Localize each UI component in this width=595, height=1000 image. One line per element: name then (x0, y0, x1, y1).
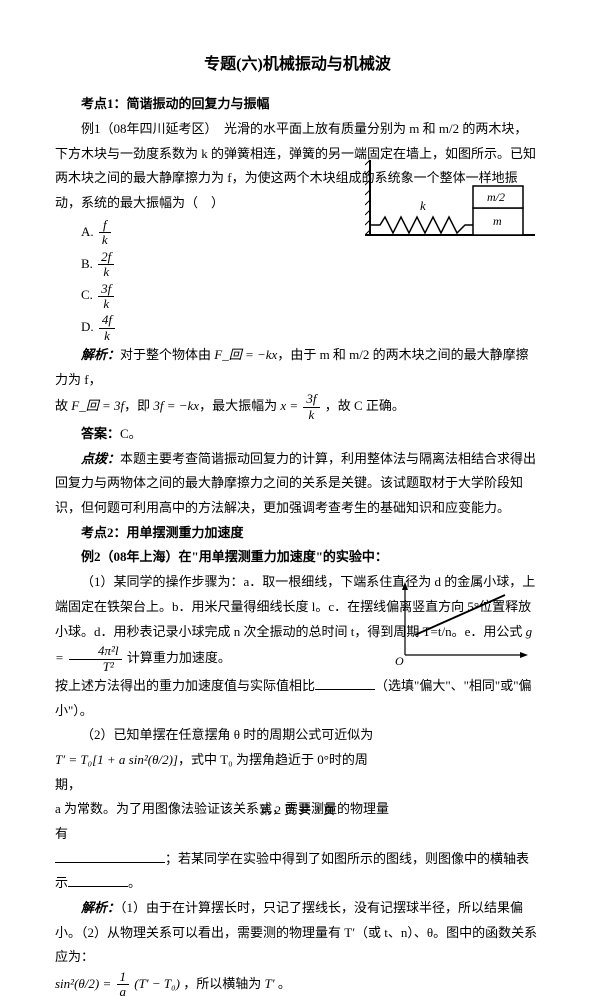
option-d: D. 4fk (81, 311, 540, 343)
option-b: B. 2fk (81, 248, 540, 280)
example-2-intro: 例2（08年上海）在"用单摆测重力加速度"的实验中： (55, 545, 540, 570)
example-2-part2-blank: ；若某同学在实验中得到了如图所示的图线，则图像中的横轴表示。 (55, 847, 540, 896)
option-c: C. 3fk (81, 279, 540, 311)
analysis-2-formula: sin²(θ/2) = 1a (T′ − T₀) ，所以横轴为 T′ 。 (55, 970, 540, 1000)
example-2-part1-blank: 按上述方法得出的重力加速度值与实际值相比（选填"偏大"、"相同"或"偏小"）。 (55, 674, 540, 723)
answer-1: 答案：C。 (55, 422, 540, 447)
dianbo-1: 点拨：本题主要考查简谐振动回复力的计算，利用整体法与隔离法相结合求得出回复力与两… (55, 447, 540, 521)
example-2-part2: （2）已知单摆在任意摆角 θ 时的周期公式可近似为 (55, 723, 390, 748)
page-heading: 专题(六)机械振动与机械波 (55, 50, 540, 80)
analysis-1-line1: 解析：对于整个物体由 F_回 = −kx，由于 m 和 m/2 的两木块之间的最… (55, 343, 540, 392)
svg-text:O: O (395, 654, 404, 668)
keypoint-1: 考点1：简谐振动的回复力与振幅 (55, 92, 540, 117)
svg-text:k: k (420, 198, 426, 213)
example-2-part2-formula: T′ = T₀[1 + a sin²(θ/2)]，式中 T₀ 为摆角趋近于 0°… (55, 748, 390, 797)
analysis-2: 解析：（1）由于在计算摆长时，只记了摆线长，没有记摆球半径，所以结果偏小。（2）… (55, 896, 540, 970)
svg-text:m/2: m/2 (487, 190, 505, 204)
svg-text:m: m (493, 214, 502, 228)
spring-block-diagram: k m/2 m (365, 150, 535, 240)
line-graph: O (390, 580, 530, 670)
analysis-1-line2: 故 F_回 = 3f，即 3f = −kx，最大振幅为 x = 3fk ，故 C… (55, 392, 540, 422)
page-footer: 第 2 页 共 3 页 (55, 799, 540, 822)
keypoint-2: 考点2：用单摆测重力加速度 (55, 521, 540, 546)
